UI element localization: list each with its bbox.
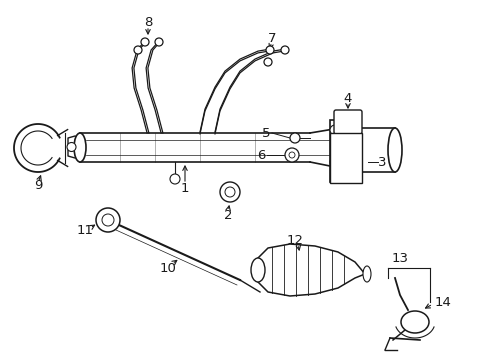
Circle shape <box>288 152 294 158</box>
Circle shape <box>224 187 235 197</box>
Text: 6: 6 <box>256 149 264 162</box>
Circle shape <box>285 148 298 162</box>
FancyBboxPatch shape <box>329 120 359 182</box>
Circle shape <box>329 125 339 135</box>
Circle shape <box>102 214 114 226</box>
Text: 4: 4 <box>343 91 351 104</box>
Text: 12: 12 <box>286 234 303 247</box>
Text: 3: 3 <box>377 156 386 168</box>
Text: 11: 11 <box>76 224 93 237</box>
Circle shape <box>134 46 142 54</box>
Circle shape <box>155 38 163 46</box>
Circle shape <box>289 133 299 143</box>
Circle shape <box>281 46 288 54</box>
Circle shape <box>264 58 271 66</box>
Text: 14: 14 <box>434 296 451 309</box>
Text: 7: 7 <box>267 32 276 45</box>
FancyBboxPatch shape <box>329 133 361 183</box>
Text: 8: 8 <box>143 15 152 28</box>
Circle shape <box>265 46 273 54</box>
Circle shape <box>96 208 120 232</box>
Text: 9: 9 <box>34 179 42 192</box>
Ellipse shape <box>74 133 86 162</box>
Text: 13: 13 <box>391 252 407 265</box>
Ellipse shape <box>400 311 428 333</box>
Ellipse shape <box>362 266 370 282</box>
Circle shape <box>170 174 180 184</box>
FancyBboxPatch shape <box>333 110 361 134</box>
Ellipse shape <box>387 128 401 172</box>
Text: 5: 5 <box>261 126 269 140</box>
Text: 1: 1 <box>181 181 189 194</box>
Ellipse shape <box>250 258 264 282</box>
Circle shape <box>67 143 76 152</box>
Circle shape <box>329 157 339 167</box>
Text: 2: 2 <box>224 208 232 221</box>
Text: 10: 10 <box>159 261 176 274</box>
Circle shape <box>220 182 240 202</box>
Circle shape <box>141 38 149 46</box>
